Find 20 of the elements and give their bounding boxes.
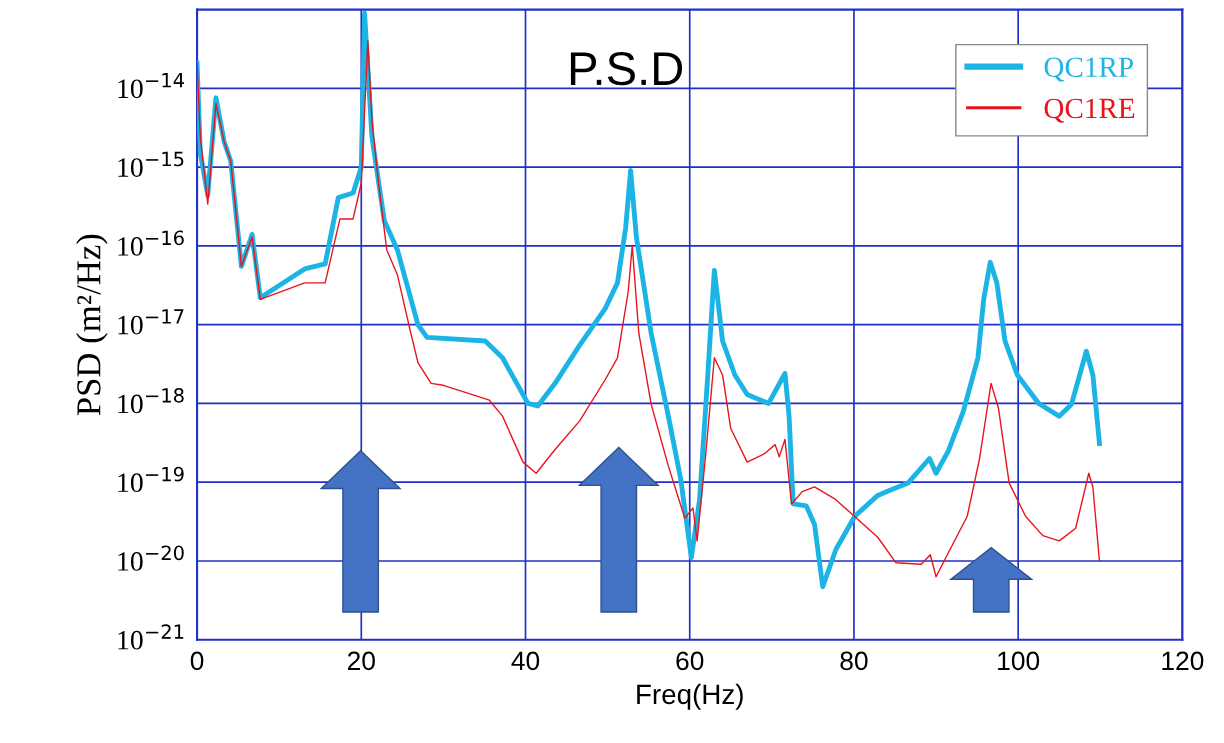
y-tick-label: 10$^{−15}$ xyxy=(118,151,184,177)
y-axis-title: PSD (m²/Hz) xyxy=(76,234,108,416)
y-tick-label: 10$^{−20}$ xyxy=(118,545,184,571)
x-tick-label: 80 xyxy=(840,651,868,671)
y-tick-label: 10$^{−16}$ xyxy=(118,230,184,256)
x-tick-label: 0 xyxy=(190,651,204,671)
legend-label: QC1RP xyxy=(1044,57,1133,82)
x-tick-label: 100 xyxy=(998,651,1040,671)
y-tick-label: 10$^{−21}$ xyxy=(118,624,184,650)
y-tick-label: 10$^{−17}$ xyxy=(118,309,184,335)
x-tick-label: 60 xyxy=(676,651,704,671)
y-tick-label: 10$^{−14}$ xyxy=(118,73,184,99)
legend-label: QC1RE xyxy=(1044,98,1135,123)
y-tick-label: 10$^{−18}$ xyxy=(118,387,184,414)
x-axis-title: Freq(Hz) xyxy=(637,683,743,710)
y-tick-label: 10$^{−19}$ xyxy=(118,466,184,493)
x-tick-label: 120 xyxy=(1162,651,1204,671)
x-tick-label: 40 xyxy=(511,651,540,671)
x-tick-label: 20 xyxy=(347,651,375,671)
text: P.S.D xyxy=(570,51,683,86)
